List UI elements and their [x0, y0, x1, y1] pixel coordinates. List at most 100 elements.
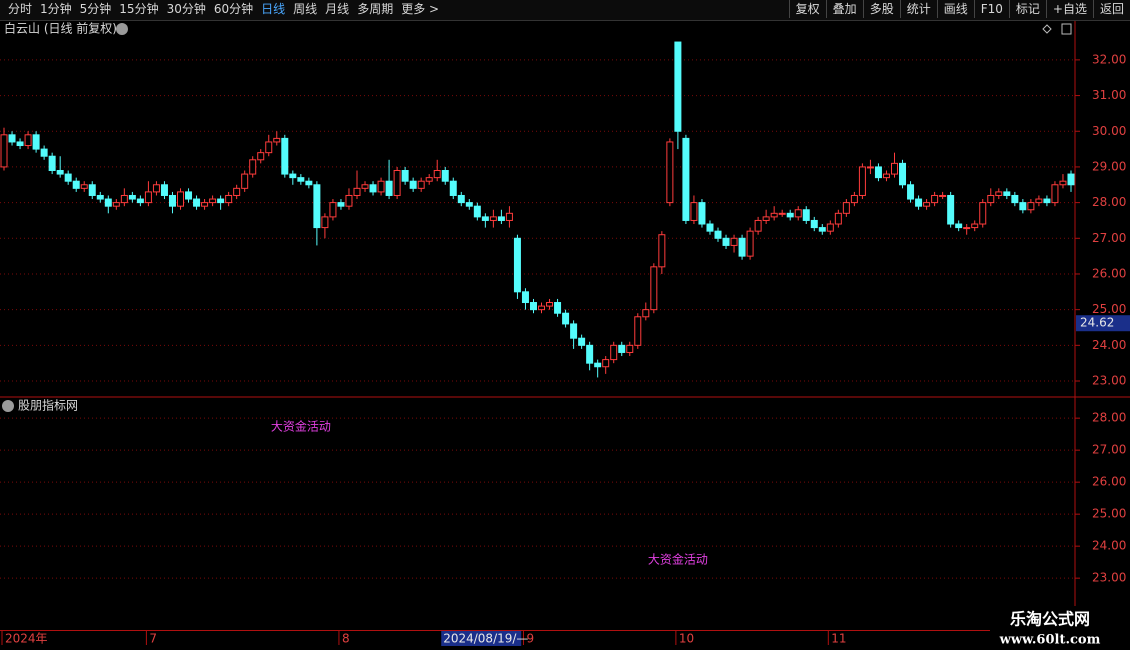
cursor-date-box	[441, 631, 522, 646]
candle-body	[369, 184, 377, 193]
candle-body	[209, 198, 217, 204]
candle-body	[915, 198, 923, 207]
period-tab[interactable]: 15分钟	[119, 2, 159, 16]
y-tick-label: 31.00	[1092, 88, 1126, 102]
period-tab[interactable]: 日线	[261, 2, 286, 16]
candle-body	[794, 209, 802, 218]
period-tab[interactable]: 多周期	[357, 2, 394, 16]
candle-body	[409, 180, 417, 189]
candle-body	[706, 223, 714, 232]
candle-body	[738, 237, 746, 257]
tool-button[interactable]: +自选	[1045, 0, 1093, 18]
candle-body	[40, 148, 48, 157]
candle-body	[152, 184, 160, 193]
candle-body	[16, 141, 24, 147]
y-tick-label: 32.00	[1092, 52, 1126, 66]
candle-body	[626, 344, 634, 353]
candle-body	[425, 177, 433, 182]
candle-body	[955, 223, 963, 229]
tool-button[interactable]: 多股	[862, 0, 900, 18]
candle-body	[650, 266, 658, 311]
watermark-title: 乐淘公式网	[1010, 610, 1090, 629]
candle-body	[890, 162, 898, 175]
annotation: 大资金活动	[648, 552, 708, 567]
y-tick-label: 27.00	[1092, 443, 1126, 457]
candle-body	[786, 212, 794, 218]
candle-body	[554, 302, 562, 314]
candle-body	[32, 134, 40, 150]
candle-body	[866, 166, 874, 169]
tool-button[interactable]: 标记	[1008, 0, 1046, 18]
candle-body	[1035, 198, 1043, 204]
candle-body	[690, 202, 698, 221]
period-tab[interactable]: 30分钟	[166, 2, 206, 16]
y-tick-label: 29.00	[1092, 159, 1126, 173]
period-tabs: 分时 1分钟 5分钟 15分钟 30分钟 60分钟 日线 周线 月线 多周期 更多 >	[4, 0, 443, 18]
tool-button[interactable]: 复权	[788, 0, 826, 18]
candle-body	[353, 187, 361, 196]
candle-body	[818, 227, 826, 232]
tool-button[interactable]: F10	[973, 0, 1009, 18]
y-tick-label: 24.00	[1092, 338, 1126, 352]
candle-body	[834, 212, 842, 225]
watermark-url: www.60lt.com	[999, 633, 1101, 648]
candle-body	[529, 302, 537, 311]
period-tab[interactable]: 1分钟	[40, 2, 72, 16]
candle-body	[80, 184, 88, 189]
tool-buttons: 复权 叠加 多股 统计 画线 F10 标记 +自选 返回	[788, 0, 1130, 18]
period-tab[interactable]: 周线	[293, 2, 318, 16]
candle-body	[265, 141, 273, 154]
panel-diamond	[1042, 24, 1052, 34]
period-tab[interactable]: 分时	[8, 2, 33, 16]
candle-body	[433, 170, 441, 179]
period-tab[interactable]: 月线	[325, 2, 350, 16]
period-tab[interactable]: 更多 >	[401, 2, 440, 16]
period-tab[interactable]: 5分钟	[79, 2, 112, 16]
candle-body	[810, 219, 818, 229]
title-icon	[116, 23, 128, 35]
candle-body	[56, 170, 64, 175]
candle-body	[939, 194, 947, 197]
y-tick-label: 23.00	[1092, 374, 1126, 388]
candle-body	[177, 191, 185, 207]
candle-body	[538, 305, 546, 311]
candle-body	[233, 187, 241, 196]
candle-body	[257, 152, 265, 161]
candle-body	[385, 180, 393, 196]
candle-body	[377, 180, 385, 193]
candle-body	[842, 202, 850, 214]
tool-button[interactable]: 叠加	[825, 0, 863, 18]
candle-body	[802, 209, 810, 221]
candle-body	[642, 309, 650, 318]
tool-button[interactable]: 返回	[1092, 0, 1130, 18]
period-tab[interactable]: 60分钟	[213, 2, 254, 16]
candle-body	[112, 202, 120, 207]
candle-body	[297, 177, 305, 182]
panel-title: 白云山 (日线 前复权)	[4, 21, 117, 36]
candle-body	[586, 344, 594, 364]
x-tick-label: 10	[679, 632, 694, 646]
candle-body	[682, 137, 690, 221]
tool-button[interactable]: 画线	[936, 0, 974, 18]
candle-body	[96, 194, 104, 200]
candle-body	[193, 198, 201, 207]
candle-body	[754, 219, 762, 232]
candle-body	[88, 184, 96, 196]
candle-body	[393, 170, 401, 196]
candle-body	[497, 216, 505, 221]
candle-body	[602, 359, 610, 368]
x-tick-label: 7	[149, 632, 157, 646]
candle-body	[1067, 173, 1075, 186]
tool-button[interactable]: 统计	[899, 0, 937, 18]
candle-body	[144, 191, 152, 204]
y-tick-label: 24.00	[1092, 539, 1126, 553]
candle-body	[594, 362, 602, 368]
candle-body	[858, 166, 866, 196]
candle-body	[449, 180, 457, 196]
y-tick-label: 27.00	[1092, 231, 1126, 245]
candle-body	[104, 198, 112, 207]
candle-body	[128, 194, 136, 200]
candle-body	[48, 155, 56, 172]
candle-body	[1043, 198, 1051, 204]
candle-body	[521, 291, 529, 304]
